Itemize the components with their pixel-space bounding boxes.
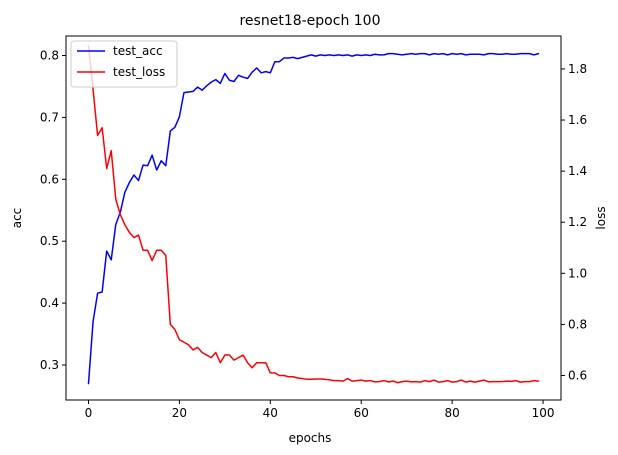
y-tick-label-right: 1.0 bbox=[568, 266, 587, 280]
y-tick-label-right: 1.8 bbox=[568, 62, 587, 76]
x-tick-label: 0 bbox=[85, 406, 93, 420]
series-line-test-acc bbox=[87, 52, 540, 385]
legend: test_acc test_loss bbox=[70, 40, 178, 88]
x-axis-label: epochs bbox=[289, 431, 332, 445]
legend-box bbox=[70, 40, 178, 88]
y-tick-label-left: 0.3 bbox=[40, 358, 59, 372]
y-tick-label-right: 1.4 bbox=[568, 164, 587, 178]
x-tick-label: 100 bbox=[532, 406, 555, 420]
x-tick-label: 80 bbox=[444, 406, 459, 420]
y-tick-label-left: 0.6 bbox=[40, 172, 59, 186]
y-tick-label-left: 0.5 bbox=[40, 234, 59, 248]
y-tick-label-right: 1.6 bbox=[568, 113, 587, 127]
y-tick-label-left: 0.4 bbox=[40, 296, 59, 310]
y-axis-label-left: acc bbox=[10, 208, 24, 229]
legend-label-test-acc: test_acc bbox=[113, 44, 163, 58]
y-tick-label-left: 0.7 bbox=[40, 110, 59, 124]
legend-label-test-loss: test_loss bbox=[113, 65, 165, 79]
y-tick-label-left: 0.8 bbox=[40, 49, 59, 63]
tick-layer: 0 20 40 60 80 100 0.3 0.4 0.5 0.6 0.7 0.8 0.6 0.8 1.0 1… bbox=[40, 49, 587, 421]
x-tick-label: 40 bbox=[263, 406, 278, 420]
y-tick-label-right: 0.8 bbox=[568, 317, 587, 331]
y-tick-label-right: 1.2 bbox=[568, 215, 587, 229]
series-line-test-loss bbox=[87, 45, 540, 384]
series-layer bbox=[87, 45, 540, 385]
y-axis-label-right: loss bbox=[594, 206, 608, 229]
x-tick-label: 20 bbox=[172, 406, 187, 420]
plot-frame bbox=[65, 35, 562, 401]
x-tick-label: 60 bbox=[354, 406, 369, 420]
chart-title: resnet18-epoch 100 bbox=[239, 13, 380, 29]
y-tick-label-right: 0.6 bbox=[568, 368, 587, 382]
